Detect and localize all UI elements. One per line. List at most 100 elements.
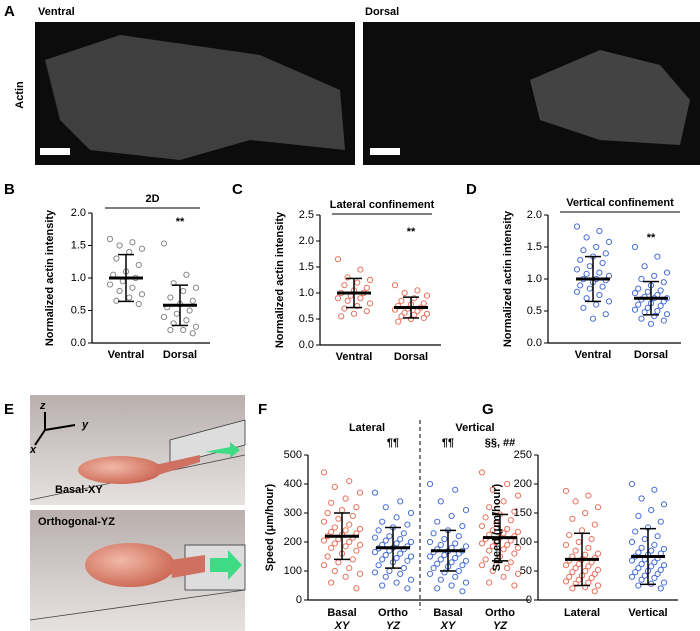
data-point <box>663 269 671 276</box>
data-point <box>183 317 190 324</box>
data-point <box>654 253 661 260</box>
data-point <box>500 546 507 553</box>
data-point <box>462 557 470 564</box>
data-point <box>452 573 459 580</box>
data-point <box>635 285 642 292</box>
data-point <box>594 566 602 573</box>
data-point <box>569 585 576 592</box>
data-point <box>441 551 448 559</box>
data-point <box>167 326 174 334</box>
annotation: §§, ## <box>485 437 516 449</box>
data-point <box>602 250 609 257</box>
data-point <box>482 514 489 521</box>
data-point <box>573 266 581 273</box>
x-tick-label: Dorsal <box>634 349 668 361</box>
y-tick-label: 100 <box>284 565 302 577</box>
row-label: Actin <box>14 81 26 109</box>
y-tick-label: 0.5 <box>527 305 542 317</box>
data-point <box>371 534 379 541</box>
data-point <box>106 235 114 243</box>
panel-letter: E <box>4 401 14 418</box>
data-point <box>651 272 658 279</box>
data-point <box>353 585 360 592</box>
y-axis-label: Normalized actin intensity <box>502 210 514 347</box>
chart-title: Lateral confinement <box>330 199 435 211</box>
data-point <box>514 570 522 578</box>
data-point <box>651 574 658 582</box>
data-point <box>106 281 114 288</box>
data-point <box>569 569 576 576</box>
data-point <box>478 469 486 476</box>
cell <box>85 543 175 587</box>
x-tick-label: Ventral <box>336 351 373 363</box>
data-point <box>353 504 360 511</box>
data-point <box>335 559 342 566</box>
data-point <box>628 480 636 488</box>
data-point <box>375 562 382 569</box>
data-point <box>504 525 511 533</box>
data-point <box>573 223 581 230</box>
data-point <box>562 578 570 585</box>
data-point <box>356 541 364 549</box>
data-point <box>585 563 592 570</box>
edge <box>29 589 246 621</box>
data-point <box>596 227 603 235</box>
data-point <box>334 295 342 302</box>
cell-shape <box>530 50 690 145</box>
data-point <box>478 540 486 547</box>
x-tick-label: Basal <box>327 607 356 619</box>
data-point <box>562 487 570 495</box>
data-point <box>192 284 200 291</box>
data-point <box>566 573 573 580</box>
data-point <box>371 569 379 576</box>
data-point <box>363 284 370 291</box>
data-point <box>426 480 434 488</box>
data-point <box>346 521 353 528</box>
illustration-label: Orthogonal-YZ <box>38 516 115 528</box>
data-point <box>341 305 348 312</box>
data-point <box>586 285 593 292</box>
data-point <box>585 492 592 499</box>
data-point <box>599 259 606 267</box>
data-point <box>356 570 364 578</box>
data-point <box>401 289 408 297</box>
data-point <box>391 282 399 289</box>
data-point <box>588 536 595 543</box>
scale-bar <box>370 148 400 155</box>
x-tick-label: Ortho <box>378 607 408 619</box>
data-point <box>160 313 168 321</box>
data-point <box>575 538 582 546</box>
data-point <box>404 585 411 592</box>
data-point <box>382 573 389 580</box>
axis-label: x <box>29 444 37 456</box>
data-point <box>401 309 408 316</box>
data-point <box>657 518 664 525</box>
data-point <box>349 556 356 563</box>
data-point <box>648 507 655 514</box>
y-tick-label: 500 <box>284 449 302 461</box>
data-point <box>397 570 404 578</box>
x-tick-label: Dorsal <box>163 349 197 361</box>
y-axis-label: Normalized actin intensity <box>44 209 56 346</box>
scale-bar <box>40 148 70 155</box>
data-point <box>353 547 360 554</box>
data-point <box>426 538 434 546</box>
data-point <box>344 297 351 304</box>
data-point <box>324 509 331 517</box>
data-point <box>641 536 648 543</box>
data-point <box>500 530 507 537</box>
data-point <box>342 495 349 502</box>
data-point <box>356 489 364 496</box>
x-tick-label: Ventral <box>108 349 145 361</box>
data-point <box>631 289 639 297</box>
y-tick-label: 1.0 <box>71 272 86 284</box>
data-point <box>657 585 664 592</box>
data-point <box>660 562 668 569</box>
data-point <box>583 295 590 302</box>
data-point <box>511 508 518 515</box>
data-point <box>654 533 661 540</box>
data-point <box>423 292 431 299</box>
data-point <box>395 318 402 325</box>
data-point <box>582 509 589 517</box>
